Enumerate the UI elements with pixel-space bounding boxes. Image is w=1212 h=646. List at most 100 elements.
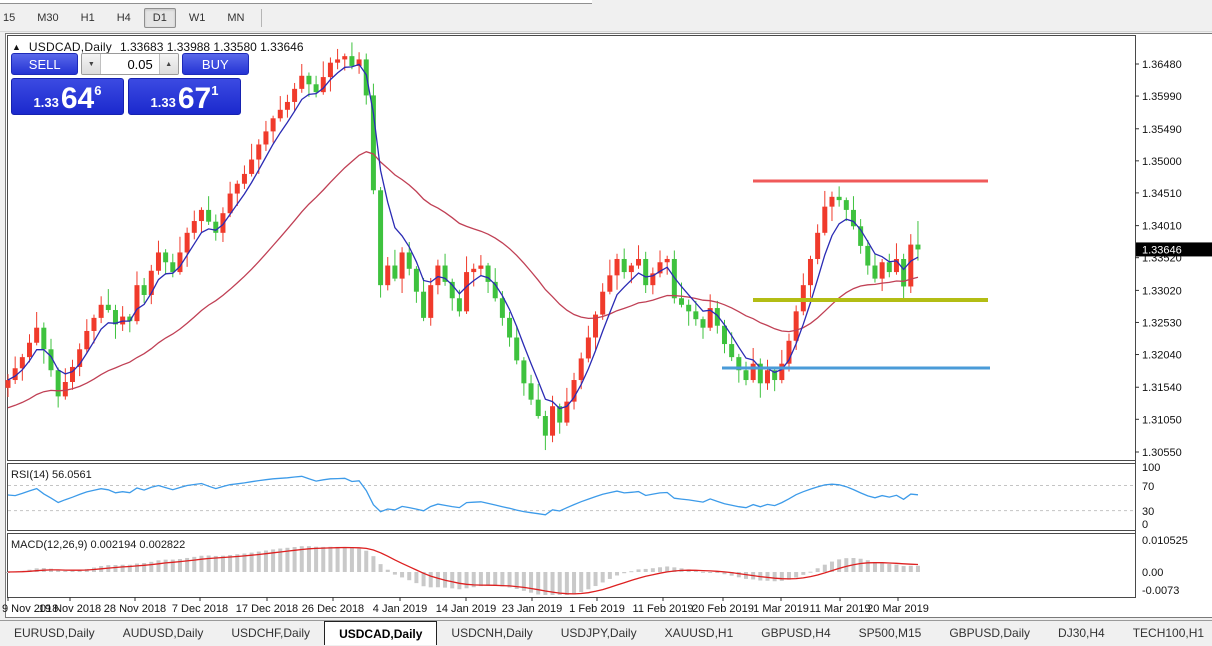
timeframe-button-h4[interactable]: H4 <box>116 11 131 24</box>
macd-histogram-bar <box>292 547 297 572</box>
timeframe-button-m30[interactable]: M30 <box>37 11 59 24</box>
candle-body <box>886 262 892 273</box>
candle-body <box>528 383 534 400</box>
buy-button[interactable]: BUY <box>181 53 249 75</box>
macd-histogram-bar <box>228 554 233 572</box>
volume-increase-icon[interactable]: ▲ <box>158 54 178 74</box>
candle-body <box>614 258 620 276</box>
macd-histogram-bar <box>77 570 82 572</box>
macd-axis-label: 0.00 <box>1142 567 1163 579</box>
candle-body <box>542 416 548 436</box>
macd-histogram-bar <box>829 561 834 572</box>
candle-body <box>671 258 677 299</box>
sell-button[interactable]: SELL <box>11 53 79 75</box>
volume-stepper: ▼ 0.05 ▲ <box>81 53 179 75</box>
macd-signal-line <box>7 546 919 595</box>
macd-histogram-bar <box>271 549 276 572</box>
candle-body <box>478 265 484 269</box>
macd-histogram-bar <box>364 550 369 572</box>
macd-histogram-bar <box>822 564 827 572</box>
candle-body <box>213 221 219 233</box>
macd-histogram-bar <box>163 559 168 572</box>
candle-body <box>41 327 47 350</box>
candle-body <box>535 399 541 417</box>
candle-body <box>256 144 262 160</box>
candle-body <box>249 159 255 174</box>
timeframe-button-mn[interactable]: MN <box>227 11 245 24</box>
macd-histogram-bar <box>607 572 612 579</box>
volume-decrease-icon[interactable]: ▼ <box>82 54 102 74</box>
tab-usdjpy-daily[interactable]: USDJPY,Daily <box>560 626 637 640</box>
collapse-arrow-icon[interactable]: ▲ <box>12 42 21 52</box>
candle-body <box>664 258 670 263</box>
candle-body <box>105 304 111 311</box>
sell-price-int: 1.33 <box>33 95 59 110</box>
sell-price-box[interactable]: 1.33 64 6 <box>11 78 124 115</box>
date-label: 20 Feb 2019 <box>692 603 754 615</box>
macd-histogram-bar <box>844 558 849 572</box>
candle-body <box>843 200 849 210</box>
macd-histogram-bar <box>887 564 892 572</box>
price-axis-label: 1.32530 <box>1142 317 1182 329</box>
tab-usdcad-daily[interactable]: USDCAD,Daily <box>324 621 438 645</box>
candle-body <box>786 340 792 364</box>
macd-histogram-bar <box>650 568 655 572</box>
timeframe-button-d1[interactable]: D1 <box>143 7 176 28</box>
buy-price-box[interactable]: 1.33 67 1 <box>128 78 241 115</box>
macd-histogram-bar <box>177 559 182 572</box>
macd-histogram-bar <box>880 562 885 572</box>
macd-histogram-bar <box>249 552 254 572</box>
tab-usdcnh-daily[interactable]: USDCNH,Daily <box>451 626 533 640</box>
macd-histogram-bar <box>256 551 261 572</box>
macd-histogram-bar <box>235 554 240 572</box>
candle-body <box>485 265 491 282</box>
macd-histogram-bar <box>385 569 390 572</box>
timeframe-button-15[interactable]: 15 <box>3 11 16 24</box>
tab-gbpusd-h4[interactable]: GBPUSD,H4 <box>761 626 831 640</box>
macd-histogram-bar <box>543 572 548 595</box>
candle-body <box>385 265 391 286</box>
volume-field[interactable]: 0.05 <box>101 54 159 74</box>
candle-body <box>607 275 613 292</box>
candle-body <box>764 370 770 384</box>
macd-histogram-bar <box>715 572 720 573</box>
macd-histogram-bar <box>335 546 340 572</box>
tab-audusd-daily[interactable]: AUDUSD,Daily <box>122 626 204 640</box>
tab-sp500-m15[interactable]: SP500,M15 <box>858 626 922 640</box>
macd-histogram-bar <box>593 572 598 587</box>
tab-usdchf-daily[interactable]: USDCHF,Daily <box>231 626 311 640</box>
macd-histogram-bar <box>901 566 906 572</box>
rsi-axis-label: 30 <box>1142 506 1154 518</box>
macd-histogram-bar <box>643 568 648 572</box>
candle-body <box>134 285 140 322</box>
rsi-line <box>7 475 919 516</box>
candle-body <box>435 265 441 286</box>
tab-tech100-h1[interactable]: TECH100,H1 <box>1132 626 1205 640</box>
price-axis-label: 1.32040 <box>1142 350 1182 362</box>
macd-histogram-bar <box>500 572 505 587</box>
macd-histogram-bar <box>450 572 455 589</box>
candle-body <box>901 258 907 287</box>
timeframe-button-w1[interactable]: W1 <box>188 11 206 24</box>
macd-histogram-bar <box>772 572 777 582</box>
macd-histogram-bar <box>149 561 154 572</box>
macd-histogram-bar <box>199 555 204 572</box>
tab-xauusd-h1[interactable]: XAUUSD,H1 <box>664 626 734 640</box>
macd-histogram-bar <box>299 546 304 572</box>
candle-body <box>750 363 756 381</box>
tab-eurusd-daily[interactable]: EURUSD,Daily <box>14 626 95 640</box>
tab-gbpusd-daily[interactable]: GBPUSD,Daily <box>949 626 1031 640</box>
macd-histogram-bar <box>765 572 770 581</box>
tab-dj30-h4[interactable]: DJ30,H4 <box>1058 626 1105 640</box>
price-axis-label: 1.34010 <box>1142 221 1182 233</box>
timeframe-button-h1[interactable]: H1 <box>80 11 95 24</box>
macd-histogram-bar <box>306 546 311 572</box>
candle-body <box>335 59 341 63</box>
candle-body <box>227 193 233 214</box>
candle-body <box>707 308 713 328</box>
candle-body <box>700 319 706 328</box>
macd-histogram-bar <box>865 560 870 572</box>
date-label: 28 Nov 2018 <box>104 603 166 615</box>
price-axis-label: 1.35990 <box>1142 91 1182 103</box>
